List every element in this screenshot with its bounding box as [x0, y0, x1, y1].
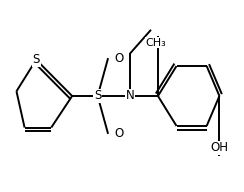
- Text: O: O: [114, 127, 123, 140]
- Text: O: O: [114, 52, 123, 65]
- Text: OH: OH: [210, 141, 228, 154]
- Text: S: S: [32, 53, 40, 66]
- Text: S: S: [94, 89, 101, 103]
- Text: CH₃: CH₃: [145, 38, 166, 48]
- Text: N: N: [126, 89, 134, 103]
